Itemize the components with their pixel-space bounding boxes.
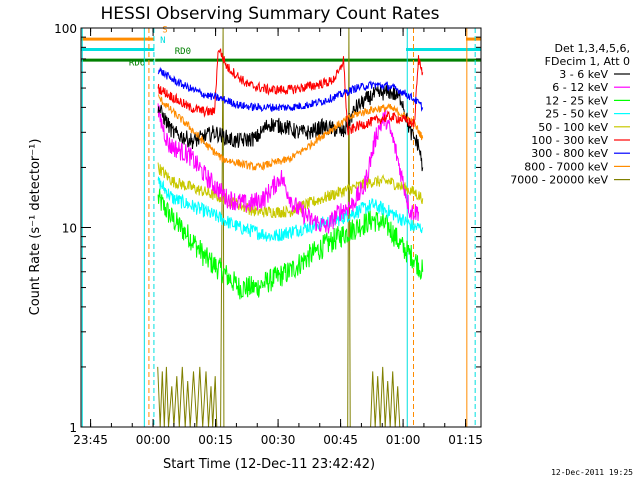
legend-entry-label: 7000 - 20000 keV xyxy=(510,174,608,187)
x-axis-label: Start Time (12-Dec-11 23:42:42) xyxy=(163,457,375,472)
legend-entry-label: 6 - 12 keV xyxy=(552,81,608,94)
x-tick-label: 23:45 xyxy=(73,433,108,447)
x-tick-label: 01:00 xyxy=(386,433,421,447)
legend: Det 1,3,4,5,6,FDecim 1, Att 03 - 6 keV6 … xyxy=(510,42,630,187)
series-line-6 xyxy=(157,66,424,113)
legend-entry-label: 25 - 50 keV xyxy=(545,108,608,121)
flag-label-n: N xyxy=(160,36,165,46)
y-tick-label: 1 xyxy=(69,421,77,435)
flag-label-rd0: RD0 xyxy=(175,47,191,57)
x-tick-label: 00:45 xyxy=(323,433,358,447)
series-line-1 xyxy=(157,103,419,234)
legend-entry-label: 50 - 100 keV xyxy=(538,121,608,134)
chart-title: HESSI Observing Summary Count Rates xyxy=(100,4,439,24)
y-tick-label: 100 xyxy=(54,22,77,36)
legend-entry-label: 300 - 800 keV xyxy=(531,147,608,160)
flag-label-s: S xyxy=(162,25,167,35)
flag-label-rd6: RD6 xyxy=(129,58,145,68)
legend-entry-label: 3 - 6 keV xyxy=(559,68,608,81)
legend-header: FDecim 1, Att 0 xyxy=(545,55,630,68)
x-tick-label: 00:30 xyxy=(261,433,296,447)
flag-bars: SN RD0 RD6 xyxy=(81,25,481,68)
x-tick-label: 00:15 xyxy=(198,433,233,447)
vertical-markers xyxy=(81,28,476,427)
series-line-2 xyxy=(157,188,424,300)
legend-entry-label: 12 - 25 keV xyxy=(545,94,608,107)
series-line-8 xyxy=(157,27,425,428)
series-line-7 xyxy=(157,94,424,172)
y-axis-label: Count Rate (s⁻¹ detector⁻¹) xyxy=(28,139,43,316)
series-line-5 xyxy=(157,48,424,136)
series-line-3 xyxy=(157,176,424,243)
x-tick-label: 00:00 xyxy=(136,433,171,447)
axis-ticks: 23:45 00:00 00:15 00:30 00:45 01:00 01:15 100 10… xyxy=(54,22,483,447)
series-line-4 xyxy=(157,162,424,219)
legend-entry-label: 100 - 300 keV xyxy=(531,134,608,147)
footer-date: 12-Dec-2011 19:25 xyxy=(551,468,633,477)
legend-header: Det 1,3,4,5,6, xyxy=(554,42,630,55)
series-line-0 xyxy=(157,84,424,172)
x-tick-label: 01:15 xyxy=(448,433,483,447)
legend-entry-label: 800 - 7000 keV xyxy=(524,160,608,173)
y-tick-label: 10 xyxy=(62,222,77,236)
series-group xyxy=(157,27,425,428)
